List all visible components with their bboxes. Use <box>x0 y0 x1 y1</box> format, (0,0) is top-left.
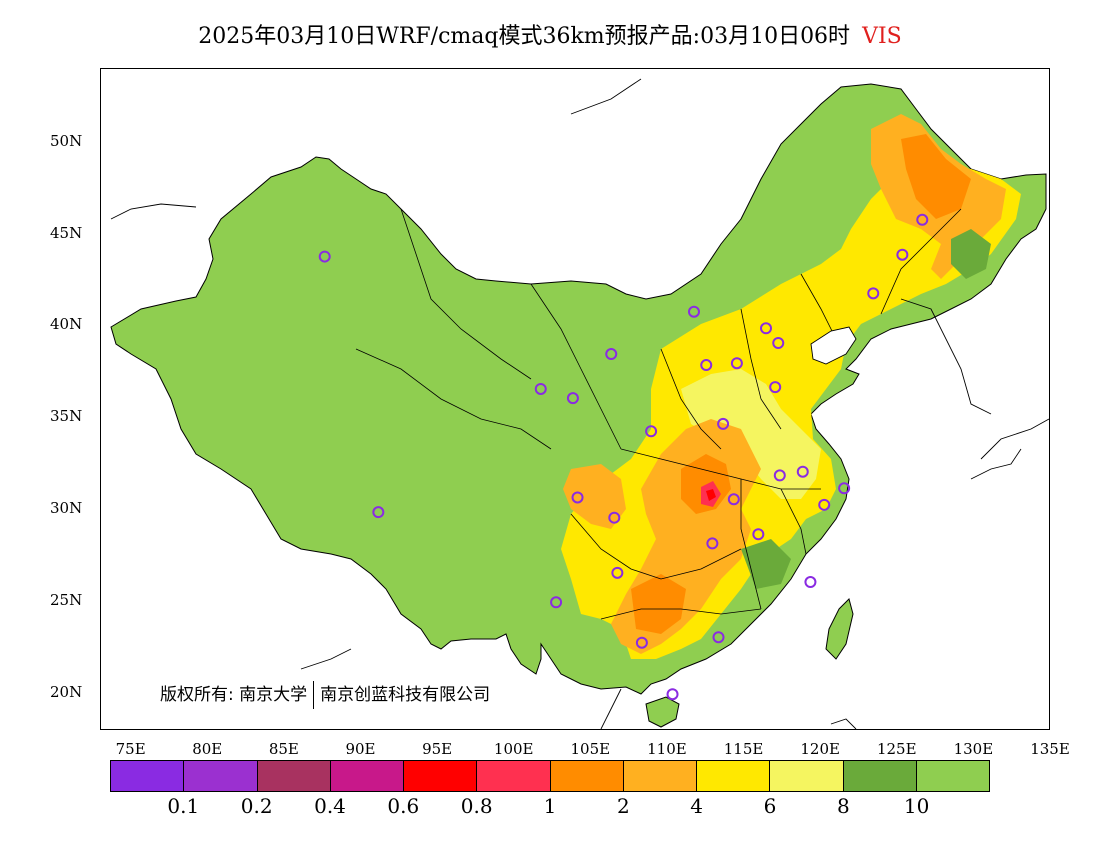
legend-swatch <box>111 761 185 791</box>
station-marker <box>687 305 700 318</box>
clear-region-dark-green <box>951 229 991 279</box>
province-borders <box>355 208 962 620</box>
station-marker <box>772 336 785 349</box>
legend-swatch <box>843 761 917 791</box>
legend-label: 0.1 <box>167 794 200 818</box>
station-marker <box>566 392 579 405</box>
legend-label: 0.4 <box>314 794 346 818</box>
longitude-label: 105E <box>570 740 611 758</box>
haze-region-orange-southwest <box>563 464 626 529</box>
legend-label: 8 <box>836 794 850 818</box>
station-marker <box>318 250 331 263</box>
longitude-label: 95E <box>422 740 453 758</box>
legend-label: 0.2 <box>240 794 273 818</box>
latitude-label: 25N <box>50 591 83 610</box>
station-marker <box>818 498 831 511</box>
station-marker <box>773 469 786 482</box>
legend-label: 1 <box>543 794 557 818</box>
station-marker <box>717 417 730 430</box>
chart-title: 2025年03月10日WRF/cmaq模式36km预报产品:03月10日06时 V… <box>0 18 1100 50</box>
longitude-label: 100E <box>493 740 534 758</box>
visibility-map <box>110 78 1049 729</box>
station-marker <box>700 359 713 372</box>
legend-label: 6 <box>763 794 777 818</box>
legend-swatch <box>404 761 478 791</box>
copyright-notice: 版权所有: 南京大学 南京创蓝科技有限公司 <box>160 680 490 709</box>
station-marker <box>896 248 909 261</box>
longitude-label: 120E <box>800 740 840 758</box>
china-landmass <box>110 83 1047 695</box>
station-marker <box>760 322 772 335</box>
haze-region-light-yellow <box>681 369 821 499</box>
map-frame <box>100 68 1050 730</box>
latitude-label: 50N <box>50 131 83 150</box>
legend-swatch <box>697 761 771 791</box>
legend-swatch <box>770 761 844 791</box>
longitude-label: 110E <box>647 740 687 758</box>
legend-swatch <box>550 761 624 791</box>
legend-swatch <box>916 761 989 791</box>
haze-region-dark-orange <box>681 454 731 514</box>
station-marker <box>571 491 584 504</box>
copyright-org: 南京创蓝科技有限公司 <box>320 685 491 705</box>
latitude-label: 35N <box>50 407 83 426</box>
copyright-prefix: 版权所有: 南京大学 <box>160 685 308 705</box>
latitude-label: 40N <box>50 315 83 334</box>
station-marker <box>605 348 618 361</box>
station-marker <box>372 506 385 519</box>
latitude-label: 20N <box>50 683 83 702</box>
station-marker <box>796 465 809 478</box>
legend-label: 2 <box>616 794 630 818</box>
station-marker <box>645 425 658 438</box>
longitude-label: 85E <box>268 740 299 758</box>
station-marker <box>550 596 563 609</box>
station-marker <box>666 688 679 701</box>
neighbor-coastlines <box>110 78 1049 729</box>
haze-region-dark-orange-south <box>631 574 686 634</box>
title-text: 2025年03月10日WRF/cmaq模式36km预报产品:03月10日06时 <box>198 24 851 49</box>
station-marker <box>838 482 851 495</box>
legend-label: 0.6 <box>387 794 420 818</box>
legend-swatch <box>184 761 258 791</box>
station-marker <box>727 493 740 506</box>
station-marker <box>706 537 719 550</box>
longitude-label: 115E <box>723 740 764 758</box>
haze-region-dark-orange-northeast <box>901 134 971 219</box>
bohai-sea <box>810 326 857 365</box>
station-marker <box>635 636 648 649</box>
station-marker <box>712 631 725 644</box>
longitude-label: 75E <box>115 740 146 758</box>
station-marker <box>608 511 621 524</box>
hainan-island <box>645 696 680 728</box>
copyright-separator <box>313 681 315 709</box>
station-marker <box>769 381 782 394</box>
legend-label: 10 <box>903 794 930 818</box>
station-marker <box>730 357 743 370</box>
longitude-label: 135E <box>1030 740 1070 758</box>
taiwan-island <box>825 598 854 660</box>
longitude-label: 90E <box>345 740 376 758</box>
longitude-label: 80E <box>192 740 223 758</box>
station-marker <box>867 287 880 300</box>
longitude-label: 125E <box>876 740 917 758</box>
station-marker <box>804 576 817 589</box>
haze-hotspot-deep-red <box>706 489 716 501</box>
longitude-label: 130E <box>953 740 994 758</box>
color-legend <box>110 760 990 792</box>
station-marker <box>534 382 547 395</box>
variable-label: VIS <box>862 24 902 49</box>
legend-swatch <box>623 761 697 791</box>
station-markers <box>318 213 929 701</box>
latitude-label: 45N <box>50 223 83 242</box>
legend-label: 0.8 <box>460 794 493 818</box>
latitude-label: 30N <box>50 499 83 518</box>
clear-region-dark-green-southeast <box>741 539 791 589</box>
station-marker <box>752 528 765 541</box>
legend-label: 4 <box>690 794 704 818</box>
legend-swatch <box>330 761 404 791</box>
legend-swatch <box>477 761 551 791</box>
station-marker <box>916 213 929 226</box>
legend-swatch <box>257 761 331 791</box>
station-marker <box>611 566 624 579</box>
